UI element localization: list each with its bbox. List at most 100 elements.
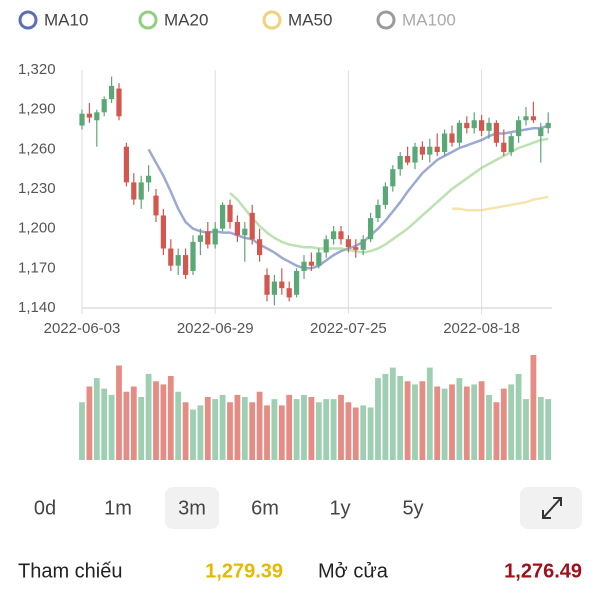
quote-value: 1,276.49 xyxy=(504,560,582,582)
volume-bar xyxy=(545,399,552,460)
candle-body xyxy=(308,261,314,266)
quote-label: Tham chiếu xyxy=(18,560,123,582)
volume-bar xyxy=(375,378,381,460)
volume-bar xyxy=(471,384,478,460)
legend-label: MA50 xyxy=(288,10,332,29)
y-tick-label: 1,290 xyxy=(18,101,56,118)
candle-body xyxy=(368,218,374,240)
volume-bar xyxy=(204,397,211,460)
ma-line xyxy=(452,195,549,212)
volume-bar xyxy=(389,367,396,460)
candle-body xyxy=(538,128,544,137)
volume-bar xyxy=(426,367,433,460)
candle-body xyxy=(390,169,396,187)
x-tick-label: 2022-06-03 xyxy=(44,320,121,337)
candle-body xyxy=(405,155,411,163)
volume-bar xyxy=(167,376,174,460)
candle-body xyxy=(434,146,440,152)
legend-label: MA10 xyxy=(44,10,88,29)
volume-bar xyxy=(537,397,544,460)
range-button[interactable]: 6m xyxy=(251,497,279,519)
candle-body xyxy=(131,182,137,200)
volume-bar xyxy=(434,386,441,460)
volume-bar xyxy=(93,378,100,460)
x-tick-label: 2022-08-18 xyxy=(443,320,520,337)
volume-bar xyxy=(212,399,219,460)
x-tick-label: 2022-06-29 xyxy=(177,320,254,337)
volume-bar xyxy=(108,394,115,460)
volume-bar xyxy=(412,384,418,460)
volume-bar xyxy=(449,384,455,460)
volume-bar xyxy=(182,402,189,460)
candle-body xyxy=(249,212,255,240)
range-button[interactable]: 1y xyxy=(329,497,350,519)
candle-body xyxy=(345,239,351,248)
volume-bar xyxy=(397,376,404,460)
candle-body xyxy=(419,146,425,155)
range-button[interactable]: 0d xyxy=(34,497,56,519)
y-tick-label: 1,140 xyxy=(18,299,56,316)
volume-bar xyxy=(86,386,93,460)
volume-bar xyxy=(323,399,330,460)
quote-label: Mở cửa xyxy=(318,560,389,582)
candle-body xyxy=(220,204,226,229)
candle-body xyxy=(464,122,470,129)
volume-bar xyxy=(160,384,167,460)
volume-bar xyxy=(493,402,500,460)
volume-bar xyxy=(419,381,426,460)
legend-icon xyxy=(138,10,158,30)
y-tick-label: 1,200 xyxy=(18,220,56,237)
y-tick-label: 1,230 xyxy=(18,180,56,197)
expand-icon xyxy=(542,497,562,519)
candle-body xyxy=(523,116,529,121)
volume-bar xyxy=(382,373,389,460)
volume-bar xyxy=(241,397,248,460)
candle-body xyxy=(338,231,344,240)
candle-body xyxy=(168,248,174,266)
candle-body xyxy=(493,122,499,143)
candle-body xyxy=(160,215,166,249)
volume-bar xyxy=(530,355,537,460)
volume-bar xyxy=(278,405,285,460)
candle-body xyxy=(271,281,277,295)
candle-body xyxy=(153,195,159,216)
volume-bar xyxy=(101,388,108,460)
range-button[interactable]: 1m xyxy=(104,497,132,519)
legend-label: MA100 xyxy=(402,10,456,29)
volume-bar xyxy=(360,405,367,460)
legend-icon xyxy=(262,10,282,30)
candle-body xyxy=(190,241,196,271)
volume-bar xyxy=(249,402,256,460)
candle-body xyxy=(205,231,211,245)
range-button-selected[interactable] xyxy=(165,487,219,529)
volume-bar xyxy=(234,394,241,460)
y-tick-label: 1,260 xyxy=(18,140,56,157)
volume-bar xyxy=(79,402,85,460)
candle-body xyxy=(286,288,292,298)
legend-icon xyxy=(376,10,396,30)
candle-body xyxy=(479,120,485,131)
x-tick-label: 2022-07-25 xyxy=(310,320,387,337)
volume-bar xyxy=(404,381,411,460)
volume-bar xyxy=(256,391,263,460)
candle-body xyxy=(456,122,462,143)
candle-body xyxy=(360,239,366,250)
volume-bar xyxy=(315,402,322,460)
y-tick-label: 1,320 xyxy=(18,61,56,78)
range-button[interactable]: 3m xyxy=(178,497,206,519)
volume-bar xyxy=(130,386,137,460)
candle-body xyxy=(242,228,248,236)
candle-body xyxy=(264,274,270,295)
volume-bar xyxy=(219,394,226,460)
candle-body xyxy=(257,239,263,256)
candle-body xyxy=(412,146,418,163)
candle-body xyxy=(516,120,522,137)
volume-bar xyxy=(441,388,448,460)
range-button[interactable]: 5y xyxy=(402,497,423,519)
ma-line xyxy=(229,137,549,254)
volume-bar xyxy=(271,399,278,460)
volume-bar xyxy=(153,381,159,460)
volume-bar xyxy=(330,399,337,460)
candle-body xyxy=(138,182,144,200)
